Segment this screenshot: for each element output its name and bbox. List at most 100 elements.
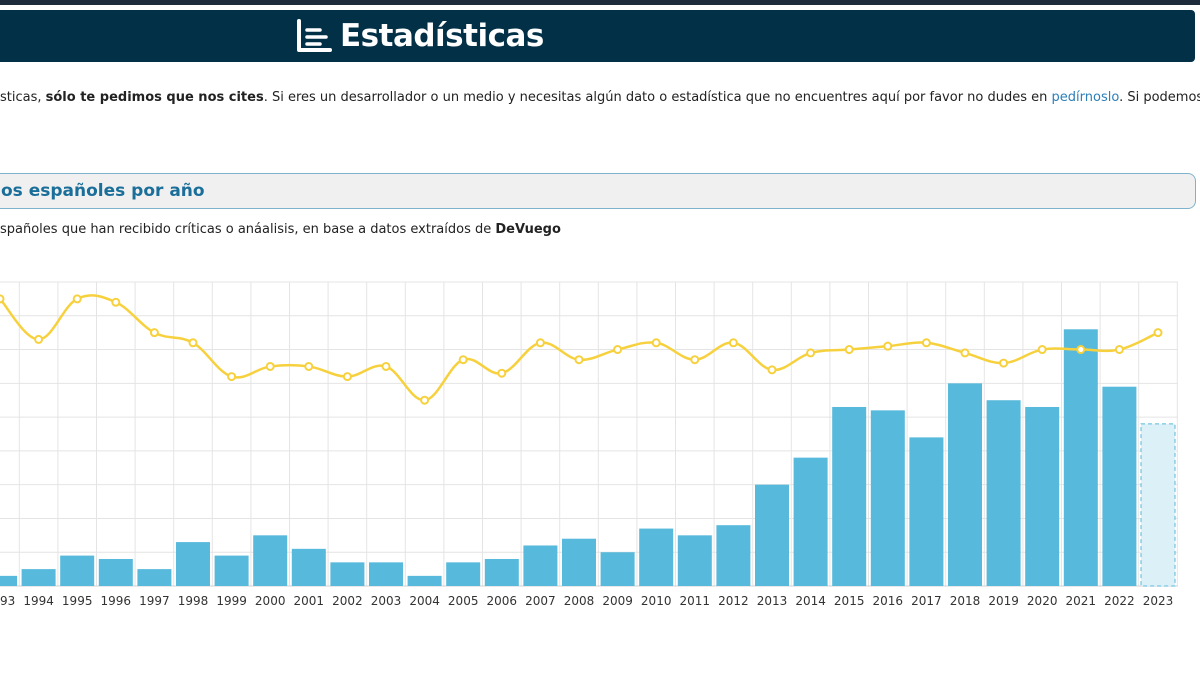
- bar-2007: [523, 545, 558, 586]
- x-tick-label: 2004: [409, 594, 440, 608]
- page-title: Estadísticas: [340, 18, 544, 54]
- x-tick-label: 2019: [988, 594, 1019, 608]
- bar-2023: [1140, 423, 1176, 587]
- x-tick-label: 2006: [487, 594, 518, 608]
- x-tick-label: 1999: [216, 594, 247, 608]
- page-header: Estadísticas: [0, 10, 1195, 62]
- x-tick-label: 2001: [294, 594, 325, 608]
- bar-2008: [562, 538, 596, 586]
- bar-1995: [60, 555, 95, 586]
- point-2011: [690, 355, 700, 365]
- point-2016: [883, 341, 893, 351]
- x-tick-label: 2000: [255, 594, 286, 608]
- bar-2019: [986, 400, 1021, 586]
- point-2022: [1114, 345, 1124, 355]
- bar-1997: [137, 569, 172, 586]
- x-tick-label: 2013: [757, 594, 788, 608]
- top-border: [0, 0, 1200, 5]
- bar-2015: [832, 406, 867, 586]
- bar-2013: [755, 484, 789, 586]
- point-2001: [304, 361, 314, 371]
- bar-2021: [1063, 329, 1098, 586]
- bar-2010: [639, 528, 674, 586]
- x-tick-label: 2007: [525, 594, 556, 608]
- x-tick-label: 2002: [332, 594, 363, 608]
- intro-paragraph: sticas, sólo te pedimos que nos cites. S…: [0, 89, 1200, 107]
- bar-2002: [330, 562, 365, 586]
- x-tick-label: 2008: [564, 594, 595, 608]
- x-tick-label: 2022: [1104, 594, 1135, 608]
- intro-middle: . Si eres un desarrollador o un medio y …: [263, 90, 1052, 105]
- point-2002: [342, 372, 352, 382]
- point-2010: [651, 338, 661, 348]
- point-2008: [574, 355, 584, 365]
- x-tick-label: 2003: [371, 594, 402, 608]
- x-tick-label: 2010: [641, 594, 672, 608]
- point-2006: [497, 368, 507, 378]
- point-2018: [960, 348, 970, 358]
- bar-2011: [677, 535, 712, 586]
- point-2020: [1037, 345, 1047, 355]
- point-2021: [1076, 345, 1086, 355]
- point-1997: [149, 328, 159, 338]
- x-tick-label: 2020: [1027, 594, 1058, 608]
- request-data-link[interactable]: pedírnoslo: [1051, 90, 1120, 105]
- point-2014: [806, 348, 816, 358]
- x-tick-label: 1996: [101, 594, 132, 608]
- point-1993: [0, 294, 5, 304]
- point-2012: [728, 338, 738, 348]
- yearly-games-chart: 1993 1994 1995 1996 1997 1998 1999 2000 2001 2002…: [0, 281, 1178, 608]
- point-2015: [844, 345, 854, 355]
- bar-1993: [0, 575, 17, 586]
- point-2017: [921, 338, 931, 348]
- bar-series: [0, 329, 1176, 587]
- point-1995: [72, 294, 82, 304]
- point-2004: [420, 395, 430, 405]
- point-2000: [265, 361, 275, 371]
- bar-2003: [369, 562, 403, 586]
- x-tick-label: 2023: [1143, 594, 1174, 608]
- intro-prefix: sticas,: [0, 90, 46, 105]
- x-tick-label: 1995: [62, 594, 93, 608]
- bar-1994: [21, 569, 56, 586]
- x-tick-label: 2005: [448, 594, 479, 608]
- bar-1998: [176, 542, 210, 586]
- point-2019: [999, 358, 1009, 368]
- bar-2016: [870, 410, 905, 586]
- line-series: [0, 294, 1163, 405]
- bar-1996: [98, 558, 133, 586]
- section-title: os españoles por año: [1, 181, 205, 201]
- x-tick-label: 1993: [0, 594, 15, 608]
- x-tick-label: 2014: [795, 594, 826, 608]
- x-tick-label: 1997: [139, 594, 170, 608]
- intro-bold: sólo te pedimos que nos cites: [45, 90, 264, 105]
- bar-2017: [909, 437, 944, 586]
- x-tick-label: 2018: [950, 594, 981, 608]
- bar-2005: [446, 562, 481, 586]
- x-tick-label: 2021: [1066, 594, 1097, 608]
- source-name: DeVuego: [495, 222, 561, 237]
- point-2003: [381, 361, 391, 371]
- bar-2022: [1102, 386, 1137, 586]
- point-1996: [111, 297, 121, 307]
- bar-2006: [484, 558, 519, 586]
- point-2009: [613, 345, 623, 355]
- bar-2009: [600, 552, 635, 586]
- section-header: os españoles por año: [0, 173, 1196, 209]
- x-tick-label: 2011: [680, 594, 711, 608]
- x-tick-label: 2012: [718, 594, 749, 608]
- point-1994: [34, 334, 44, 344]
- x-tick-label: 2016: [873, 594, 904, 608]
- point-2007: [535, 338, 545, 348]
- x-tick-label: 2015: [834, 594, 865, 608]
- bar-1999: [214, 555, 249, 586]
- bar-2018: [948, 383, 982, 586]
- point-2023: [1153, 328, 1163, 338]
- intro-suffix: . Si podemos: [1119, 90, 1200, 105]
- x-axis-labels: 1993 1994 1995 1996 1997 1998 1999 2000 2001 2002…: [0, 594, 1173, 608]
- stats-list-icon: [297, 19, 332, 52]
- point-2005: [458, 355, 468, 365]
- bar-2012: [716, 525, 751, 586]
- bar-2014: [793, 457, 828, 586]
- x-tick-label: 2009: [602, 594, 633, 608]
